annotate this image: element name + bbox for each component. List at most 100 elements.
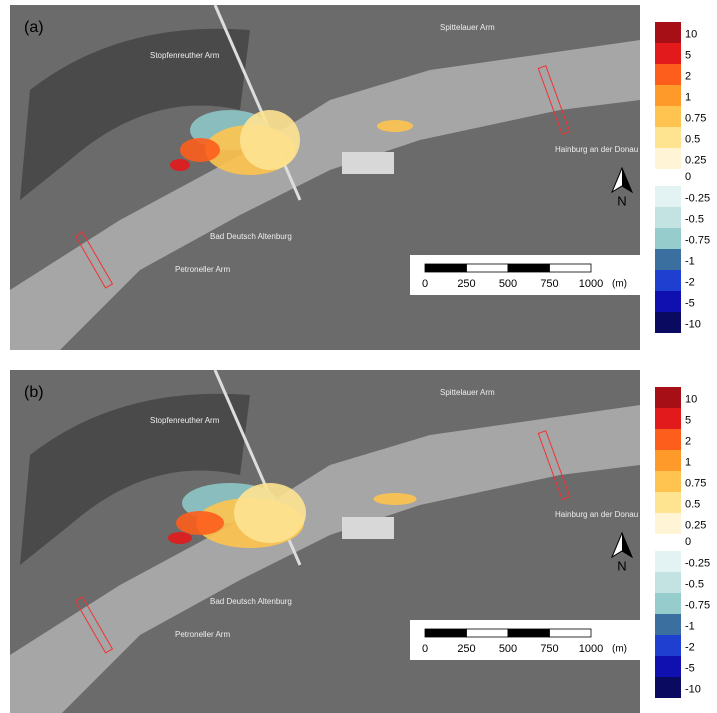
legend-label: 0.5	[685, 133, 700, 145]
legend-swatch	[655, 408, 681, 429]
place-name: Stopfenreuther Arm	[150, 51, 220, 60]
legend-swatch	[655, 593, 681, 614]
scale-label: 250	[457, 278, 475, 290]
place-name: Spittelauer Arm	[440, 388, 495, 397]
legend-swatch	[655, 106, 681, 127]
place-name: Spittelauer Arm	[440, 23, 495, 32]
legend-swatch	[655, 551, 681, 572]
scale-label: 0	[422, 278, 428, 290]
change-patch	[168, 532, 192, 544]
scale-segment	[550, 264, 592, 272]
change-patch	[180, 138, 220, 162]
legend-swatch	[655, 249, 681, 270]
scale-label: 500	[499, 643, 517, 655]
legend-label: -5	[685, 662, 695, 674]
place-name: Bad Deutsch Altenburg	[210, 597, 292, 606]
legend-label: 2	[685, 435, 691, 447]
legend-label: 2	[685, 70, 691, 82]
field	[342, 152, 394, 174]
change-patch	[234, 483, 306, 543]
legend-swatch	[655, 85, 681, 106]
legend-swatch	[655, 635, 681, 656]
panel-label: (b)	[24, 384, 44, 401]
legend-label: -0.25	[685, 192, 710, 204]
legend-swatch	[655, 614, 681, 635]
change-patch	[377, 120, 413, 132]
legend-label: -1	[685, 620, 695, 632]
legend-swatch	[655, 572, 681, 593]
panel: (b) Stopfenreuther Arm Spittelauer Arm Hain…	[10, 370, 710, 713]
legend-label: -2	[685, 276, 695, 288]
legend-swatch	[655, 387, 681, 408]
legend-swatch	[655, 186, 681, 207]
place-name: Stopfenreuther Arm	[150, 416, 220, 425]
place-name: Petroneller Arm	[175, 265, 230, 274]
north-label: N	[617, 558, 626, 573]
legend-label: 10	[685, 393, 697, 405]
place-name: Hainburg an der Donau	[555, 510, 638, 519]
change-patch	[170, 159, 190, 171]
legend-label: 0.75	[685, 477, 706, 489]
scale-label: 1000	[579, 278, 603, 290]
scale-segment	[508, 264, 550, 272]
legend-label: 0.75	[685, 112, 706, 124]
scale-segment	[467, 264, 509, 272]
scale-label: 0	[422, 643, 428, 655]
scale-panel	[410, 255, 640, 295]
legend-label: -2	[685, 641, 695, 653]
legend-label: -0.75	[685, 234, 710, 246]
change-patch	[176, 511, 224, 535]
scale-panel	[410, 620, 640, 660]
legend-swatch	[655, 656, 681, 677]
legend-swatch	[655, 270, 681, 291]
scale-segment	[550, 629, 592, 637]
north-label: N	[617, 193, 626, 208]
legend-label: 0.25	[685, 154, 706, 166]
scale-label: 1000	[579, 643, 603, 655]
change-patch	[240, 110, 300, 170]
legend-label: 1	[685, 456, 691, 468]
scale-unit: (m)	[612, 279, 627, 290]
scale-unit: (m)	[612, 644, 627, 655]
legend-label: 5	[685, 49, 691, 61]
field	[342, 517, 394, 539]
legend-label: 0	[685, 536, 691, 548]
legend-swatch	[655, 148, 681, 169]
legend-label: -1	[685, 255, 695, 267]
legend-label: -10	[685, 683, 701, 695]
legend-label: -0.5	[685, 578, 704, 590]
legend-label: 0	[685, 171, 691, 183]
legend-swatch	[655, 429, 681, 450]
legend-label: -0.25	[685, 557, 710, 569]
legend-label: -5	[685, 297, 695, 309]
place-name: Hainburg an der Donau	[555, 145, 638, 154]
legend-swatch	[655, 471, 681, 492]
scale-segment	[425, 629, 467, 637]
legend-label: 5	[685, 414, 691, 426]
legend-swatch	[655, 291, 681, 312]
scale-label: 500	[499, 278, 517, 290]
legend-swatch	[655, 64, 681, 85]
scale-label: 250	[457, 643, 475, 655]
scale-label: 750	[540, 643, 558, 655]
legend-swatch	[655, 513, 681, 534]
place-name: Petroneller Arm	[175, 630, 230, 639]
legend-swatch	[655, 450, 681, 471]
legend-swatch	[655, 127, 681, 148]
scale-segment	[467, 629, 509, 637]
scale-label: 750	[540, 278, 558, 290]
legend-swatch	[655, 312, 681, 333]
legend-label: 0.25	[685, 519, 706, 531]
scale-segment	[508, 629, 550, 637]
change-patch	[373, 493, 416, 505]
panel-label: (a)	[24, 19, 44, 36]
figure: (a) Stopfenreuther Arm Spittelauer Arm Hain…	[0, 0, 717, 713]
scale-segment	[425, 264, 467, 272]
legend-label: 0.5	[685, 498, 700, 510]
legend-swatch	[655, 22, 681, 43]
legend-label: -10	[685, 318, 701, 330]
legend-swatch	[655, 228, 681, 249]
legend-label: 1	[685, 91, 691, 103]
legend-swatch	[655, 207, 681, 228]
place-name: Bad Deutsch Altenburg	[210, 232, 292, 241]
